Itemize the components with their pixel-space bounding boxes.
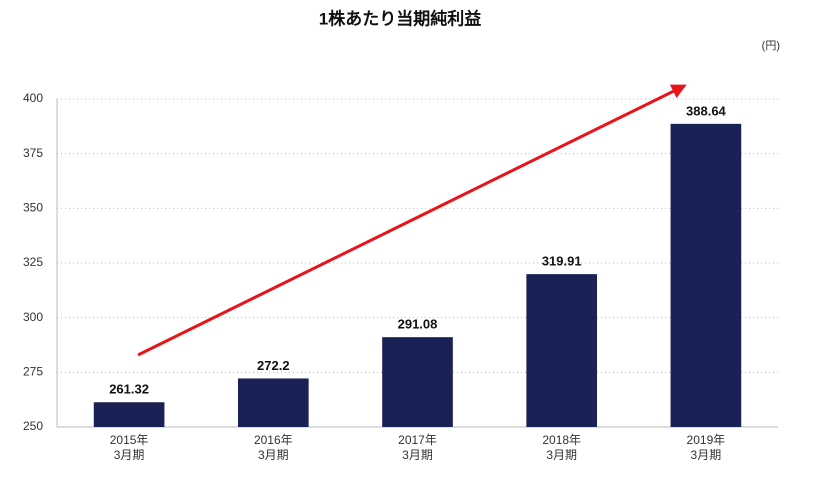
bar [382, 337, 453, 427]
bar [237, 378, 309, 427]
value-label: 388.64 [686, 103, 727, 118]
value-label: 272.2 [257, 358, 290, 373]
y-tick-label: 325 [23, 255, 43, 269]
y-tick-label: 300 [23, 310, 43, 324]
trend-arrow [137, 84, 687, 357]
y-tick-label: 400 [23, 91, 43, 105]
x-tick-label: 2017年 [398, 433, 437, 447]
value-label: 261.32 [109, 382, 149, 397]
x-tick-label: 3月期 [691, 448, 722, 462]
value-label: 291.08 [398, 317, 438, 332]
plot-area: 2502753003253503754002015年3月期261.322016年… [23, 91, 778, 462]
x-tick-label: 2019年 [687, 433, 726, 447]
y-tick-label: 275 [23, 365, 43, 379]
x-tick-label: 3月期 [402, 448, 433, 462]
unit-label: (円) [762, 40, 780, 52]
x-tick-label: 2015年 [110, 433, 149, 447]
chart-title: 1株あたり当期純利益 [319, 8, 481, 28]
value-label: 319.91 [542, 254, 582, 269]
bar [526, 274, 598, 427]
bar [670, 123, 742, 428]
y-tick-label: 350 [23, 201, 43, 215]
x-tick-label: 3月期 [546, 448, 577, 462]
x-tick-label: 3月期 [258, 448, 289, 462]
x-tick-label: 2016年 [254, 433, 293, 447]
y-tick-label: 375 [23, 146, 43, 160]
x-tick-label: 3月期 [114, 448, 145, 462]
x-tick-label: 2018年 [542, 433, 581, 447]
bar [93, 402, 165, 427]
y-tick-label: 250 [23, 419, 43, 433]
